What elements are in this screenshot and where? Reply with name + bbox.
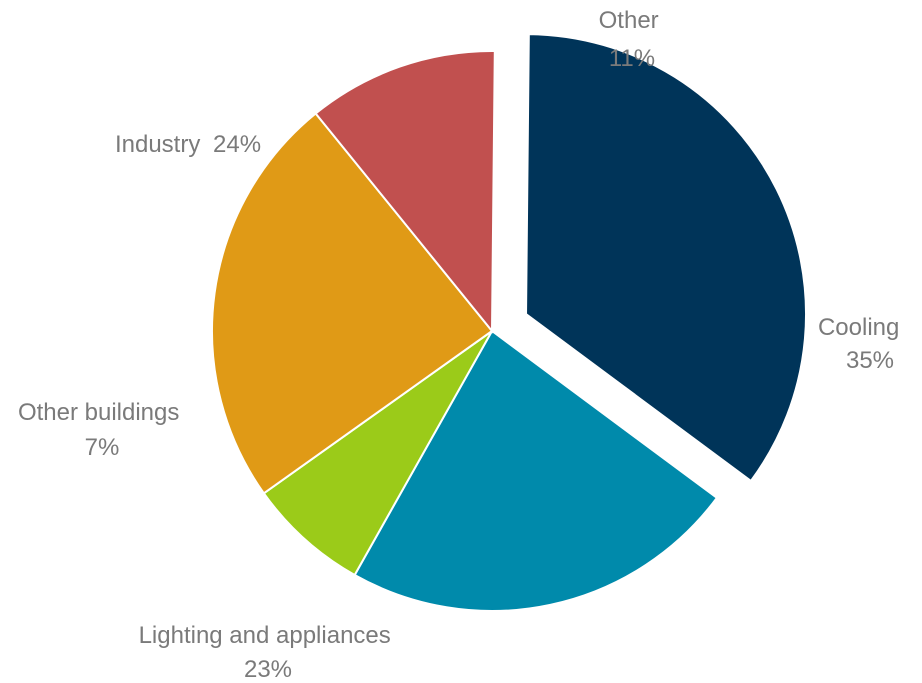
label-other: Other 11% [599,7,666,72]
label-cooling: Cooling 35% [818,314,906,374]
pie-slices [211,33,808,612]
pie-slice-other [314,50,496,334]
pie-slice-cooling [525,33,808,483]
label-industry: Industry 24% [115,131,261,158]
label-lighting-and-appliances: Lighting and appliances 23% [139,622,398,683]
pie-slice-lighting-and-appliances [353,329,719,612]
pie-slice-other-buildings [262,330,493,577]
pie-labels: Other 11% Industry 24% Cooling 35% Other… [18,7,906,683]
label-other-buildings: Other buildings 7% [18,399,186,461]
pie-slice-industry [211,112,494,495]
